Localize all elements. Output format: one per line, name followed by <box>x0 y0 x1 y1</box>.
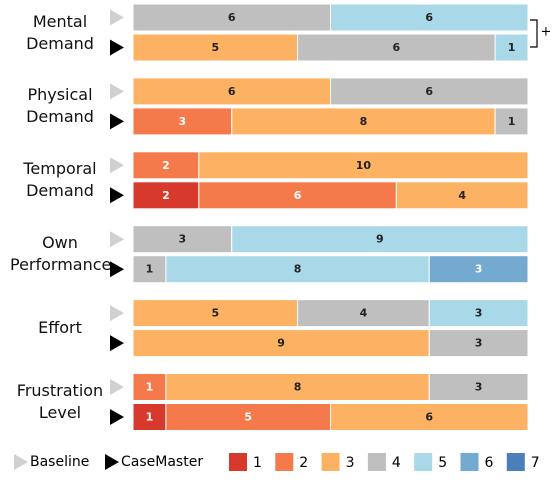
category-label: Effort <box>38 318 82 338</box>
value-label: 1 <box>146 263 154 276</box>
legend-marker <box>14 454 28 470</box>
condition-marker <box>110 335 124 352</box>
value-label: 5 <box>211 41 219 54</box>
category-label: Physical Demand <box>26 85 94 127</box>
legend-swatch <box>229 453 247 471</box>
value-label: 3 <box>179 115 187 128</box>
condition-marker <box>110 231 124 248</box>
value-label: 2 <box>162 159 170 172</box>
value-label: 8 <box>360 115 368 128</box>
condition-marker <box>110 187 124 204</box>
bar-segment <box>132 329 430 358</box>
value-label: 1 <box>146 381 154 394</box>
bar-segment <box>165 255 430 284</box>
bar-segment <box>395 181 529 210</box>
value-label: 3 <box>475 381 483 394</box>
condition-marker <box>110 113 124 130</box>
bar-segment <box>132 255 167 284</box>
value-label: 1 <box>508 115 516 128</box>
value-label: 8 <box>294 381 302 394</box>
legend-label: 3 <box>346 455 355 471</box>
legend-label: 5 <box>438 455 447 471</box>
value-label: 3 <box>475 337 483 350</box>
bar-segment <box>494 107 529 136</box>
legend-swatch <box>506 453 525 471</box>
bar-segment <box>198 181 397 210</box>
value-label: 4 <box>458 189 466 202</box>
bar-segment <box>132 33 299 62</box>
value-label: 6 <box>294 189 302 202</box>
legend-label: 7 <box>531 455 540 471</box>
bar-segment <box>297 33 496 62</box>
value-label: 4 <box>360 307 368 320</box>
condition-marker <box>110 409 124 425</box>
bar-segment <box>132 403 167 431</box>
value-label: 6 <box>393 41 401 54</box>
condition-marker <box>110 9 124 26</box>
bar-segment <box>132 225 233 254</box>
bar-segment <box>132 77 331 106</box>
condition-marker <box>110 305 124 322</box>
condition-marker <box>110 157 124 174</box>
value-label: 1 <box>146 411 154 424</box>
value-label: 1 <box>508 41 516 54</box>
condition-marker <box>110 83 124 100</box>
legend-swatch <box>367 453 386 471</box>
value-label: 6 <box>425 11 433 24</box>
legend-label: 6 <box>485 455 494 471</box>
bar-segment <box>330 3 529 32</box>
legend-marker <box>105 454 119 470</box>
bar-segment <box>428 299 529 328</box>
value-label: 3 <box>475 263 483 276</box>
condition-marker <box>110 261 124 278</box>
value-label: 5 <box>211 307 219 320</box>
bar-segment <box>132 181 200 210</box>
legend-swatch <box>460 453 479 471</box>
category-label: Frustration Level <box>16 381 104 422</box>
value-label: 9 <box>376 233 384 246</box>
value-label: 6 <box>228 11 236 24</box>
category-label: Own Performance <box>10 233 112 275</box>
bar-segment <box>165 373 430 401</box>
value-label: 8 <box>294 263 302 276</box>
bar-segment <box>132 107 233 136</box>
bracket <box>530 19 538 48</box>
legend-swatch <box>414 453 433 471</box>
bar-segment <box>198 151 529 180</box>
value-label: 6 <box>425 85 433 98</box>
bar-segment <box>132 151 200 180</box>
value-label: 2 <box>162 189 170 202</box>
bar-segment <box>428 373 529 401</box>
bar-segment <box>330 403 529 431</box>
value-label: 10 <box>356 159 372 172</box>
value-label: 6 <box>228 85 236 98</box>
category-label: Mental Demand <box>26 11 94 53</box>
bar-segment <box>231 225 529 254</box>
bar-segment <box>165 403 331 431</box>
legend-label: 1 <box>253 455 262 471</box>
bar-segment <box>494 33 529 62</box>
value-label: 9 <box>277 337 285 350</box>
bar-segment <box>132 299 299 328</box>
condition-marker <box>110 379 124 395</box>
legend-swatch <box>321 453 340 471</box>
condition-marker <box>110 39 124 56</box>
bar-segment <box>330 77 529 106</box>
legend-label: Baseline <box>30 454 89 470</box>
value-label: 3 <box>179 233 187 246</box>
value-label: 5 <box>244 411 252 424</box>
legend-label: 2 <box>299 455 308 471</box>
legend-label: 4 <box>392 455 401 471</box>
annotation: + <box>541 25 552 40</box>
category-label: Temporal Demand <box>23 159 97 201</box>
value-label: 6 <box>425 411 433 424</box>
legend-swatch <box>275 453 294 471</box>
bar-segment <box>428 255 529 284</box>
value-label: 3 <box>475 307 483 320</box>
legend-label: CaseMaster <box>121 454 203 470</box>
bar-segment <box>428 329 529 358</box>
